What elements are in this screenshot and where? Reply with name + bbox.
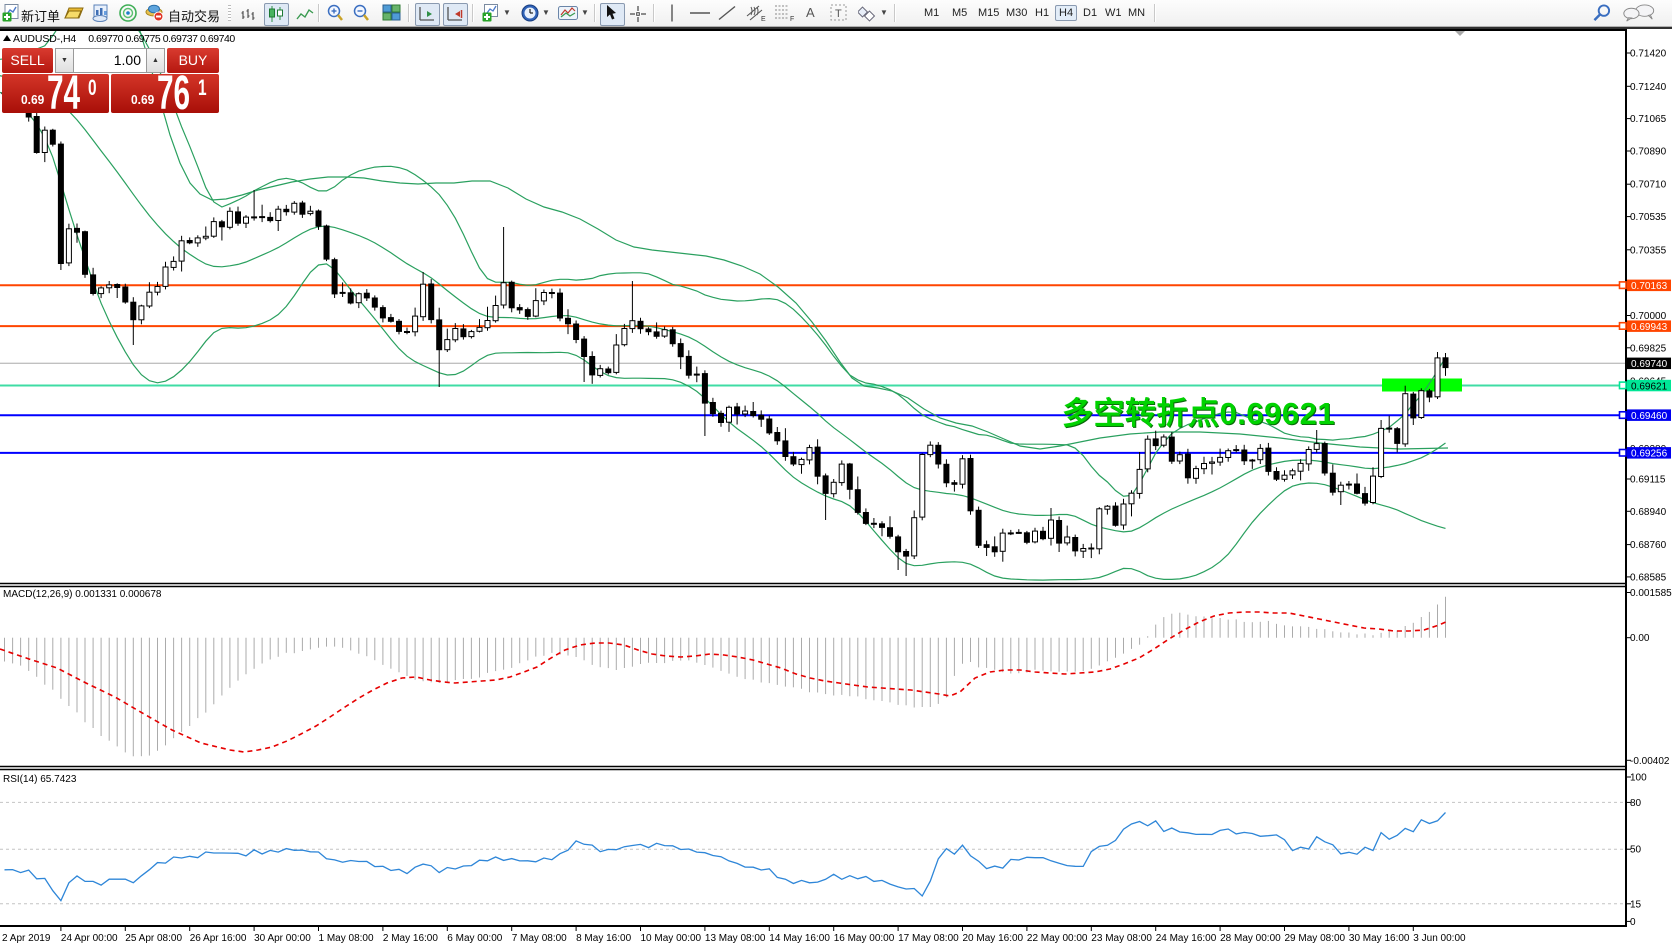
svg-text:30 May 16:00: 30 May 16:00	[1349, 933, 1410, 944]
svg-text:0.69825: 0.69825	[1630, 343, 1667, 354]
svg-text:2 Apr 2019: 2 Apr 2019	[2, 933, 51, 944]
svg-text:1 May 08:00: 1 May 08:00	[319, 933, 374, 944]
svg-text:0.68760: 0.68760	[1630, 540, 1667, 551]
svg-text:13 May 08:00: 13 May 08:00	[705, 933, 766, 944]
svg-text:24 May 16:00: 24 May 16:00	[1156, 933, 1217, 944]
svg-text:0.69621: 0.69621	[1631, 381, 1668, 392]
svg-text:0.70710: 0.70710	[1630, 180, 1667, 191]
svg-text:0.00: 0.00	[1630, 633, 1650, 644]
svg-text:3 Jun 00:00: 3 Jun 00:00	[1413, 933, 1466, 944]
svg-text:22 May 00:00: 22 May 00:00	[1027, 933, 1088, 944]
svg-text:RSI(14) 65.7423: RSI(14) 65.7423	[3, 774, 77, 785]
svg-text:0.69740: 0.69740	[1631, 359, 1668, 370]
svg-text:6 May 00:00: 6 May 00:00	[447, 933, 502, 944]
svg-text:8 May 16:00: 8 May 16:00	[576, 933, 631, 944]
svg-text:16 May 00:00: 16 May 00:00	[834, 933, 895, 944]
svg-text:0.70535: 0.70535	[1630, 212, 1667, 223]
svg-text:0.70000: 0.70000	[1630, 311, 1667, 322]
svg-text:0: 0	[1630, 917, 1636, 928]
svg-text:20 May 16:00: 20 May 16:00	[963, 933, 1024, 944]
svg-text:26 Apr 16:00: 26 Apr 16:00	[190, 933, 247, 944]
svg-text:25 Apr 08:00: 25 Apr 08:00	[125, 933, 182, 944]
svg-text:0.71065: 0.71065	[1630, 114, 1667, 125]
svg-text:2 May 16:00: 2 May 16:00	[383, 933, 438, 944]
svg-text:F: F	[790, 16, 794, 22]
svg-text:0.69460: 0.69460	[1631, 411, 1668, 422]
svg-text:0.001585: 0.001585	[1630, 588, 1672, 599]
svg-text:10 May 00:00: 10 May 00:00	[641, 933, 702, 944]
svg-text:17 May 08:00: 17 May 08:00	[898, 933, 959, 944]
svg-text:-0.00402: -0.00402	[1630, 756, 1670, 767]
svg-text:0.68940: 0.68940	[1630, 507, 1667, 518]
svg-text:0.70355: 0.70355	[1630, 245, 1667, 256]
svg-text:0.69115: 0.69115	[1630, 475, 1666, 486]
svg-text:15: 15	[1630, 899, 1642, 910]
svg-text:T: T	[835, 8, 842, 20]
svg-text:0.69943: 0.69943	[1631, 322, 1668, 333]
svg-text:0.70163: 0.70163	[1631, 281, 1668, 292]
svg-text:30 Apr 00:00: 30 Apr 00:00	[254, 933, 311, 944]
svg-text:50: 50	[1630, 845, 1642, 856]
svg-text:MACD(12,26,9) 0.001331 0.00067: MACD(12,26,9) 0.001331 0.000678	[3, 589, 162, 600]
svg-text:28 May 00:00: 28 May 00:00	[1220, 933, 1281, 944]
svg-text:0.68585: 0.68585	[1630, 572, 1667, 583]
svg-text:24 Apr 00:00: 24 Apr 00:00	[61, 933, 118, 944]
svg-text:7 May 08:00: 7 May 08:00	[512, 933, 567, 944]
svg-text:0.71420: 0.71420	[1630, 49, 1667, 60]
svg-text:E: E	[761, 16, 766, 22]
svg-text:100: 100	[1630, 773, 1647, 784]
svg-text:0.69256: 0.69256	[1631, 449, 1668, 460]
svg-text:23 May 08:00: 23 May 08:00	[1091, 933, 1152, 944]
svg-text:29 May 08:00: 29 May 08:00	[1285, 933, 1346, 944]
svg-text:14 May 16:00: 14 May 16:00	[769, 933, 830, 944]
svg-text:80: 80	[1630, 798, 1642, 809]
svg-text:0.71240: 0.71240	[1630, 82, 1667, 93]
svg-text:0.70890: 0.70890	[1630, 147, 1667, 158]
